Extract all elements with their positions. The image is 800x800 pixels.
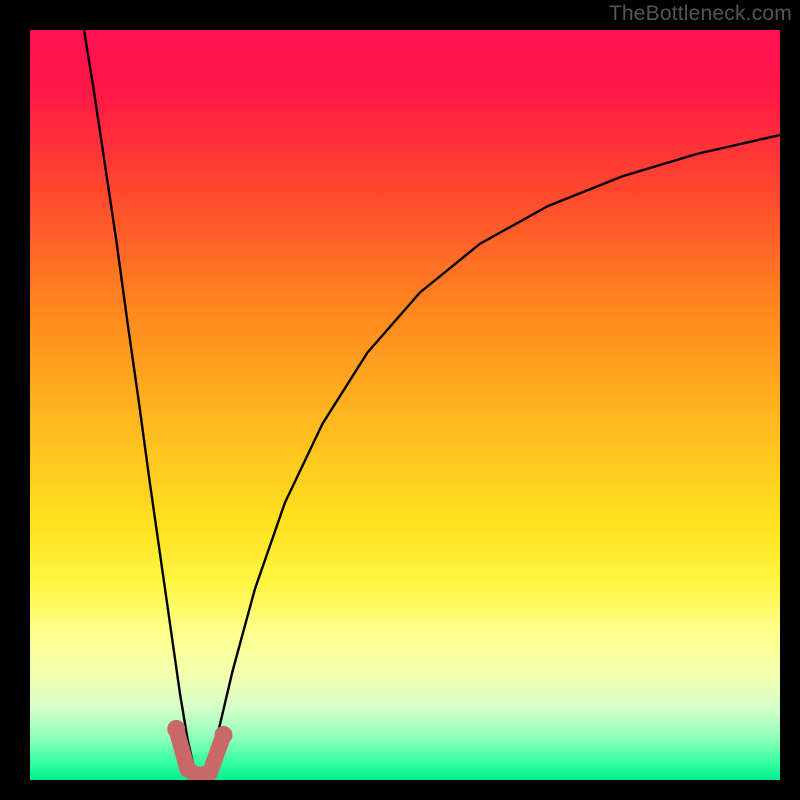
plot-area bbox=[30, 30, 780, 780]
bottleneck-curve bbox=[84, 30, 780, 780]
bottom-marker bbox=[167, 720, 232, 776]
watermark-text: TheBottleneck.com bbox=[609, 2, 792, 26]
chart-svg bbox=[30, 30, 780, 780]
